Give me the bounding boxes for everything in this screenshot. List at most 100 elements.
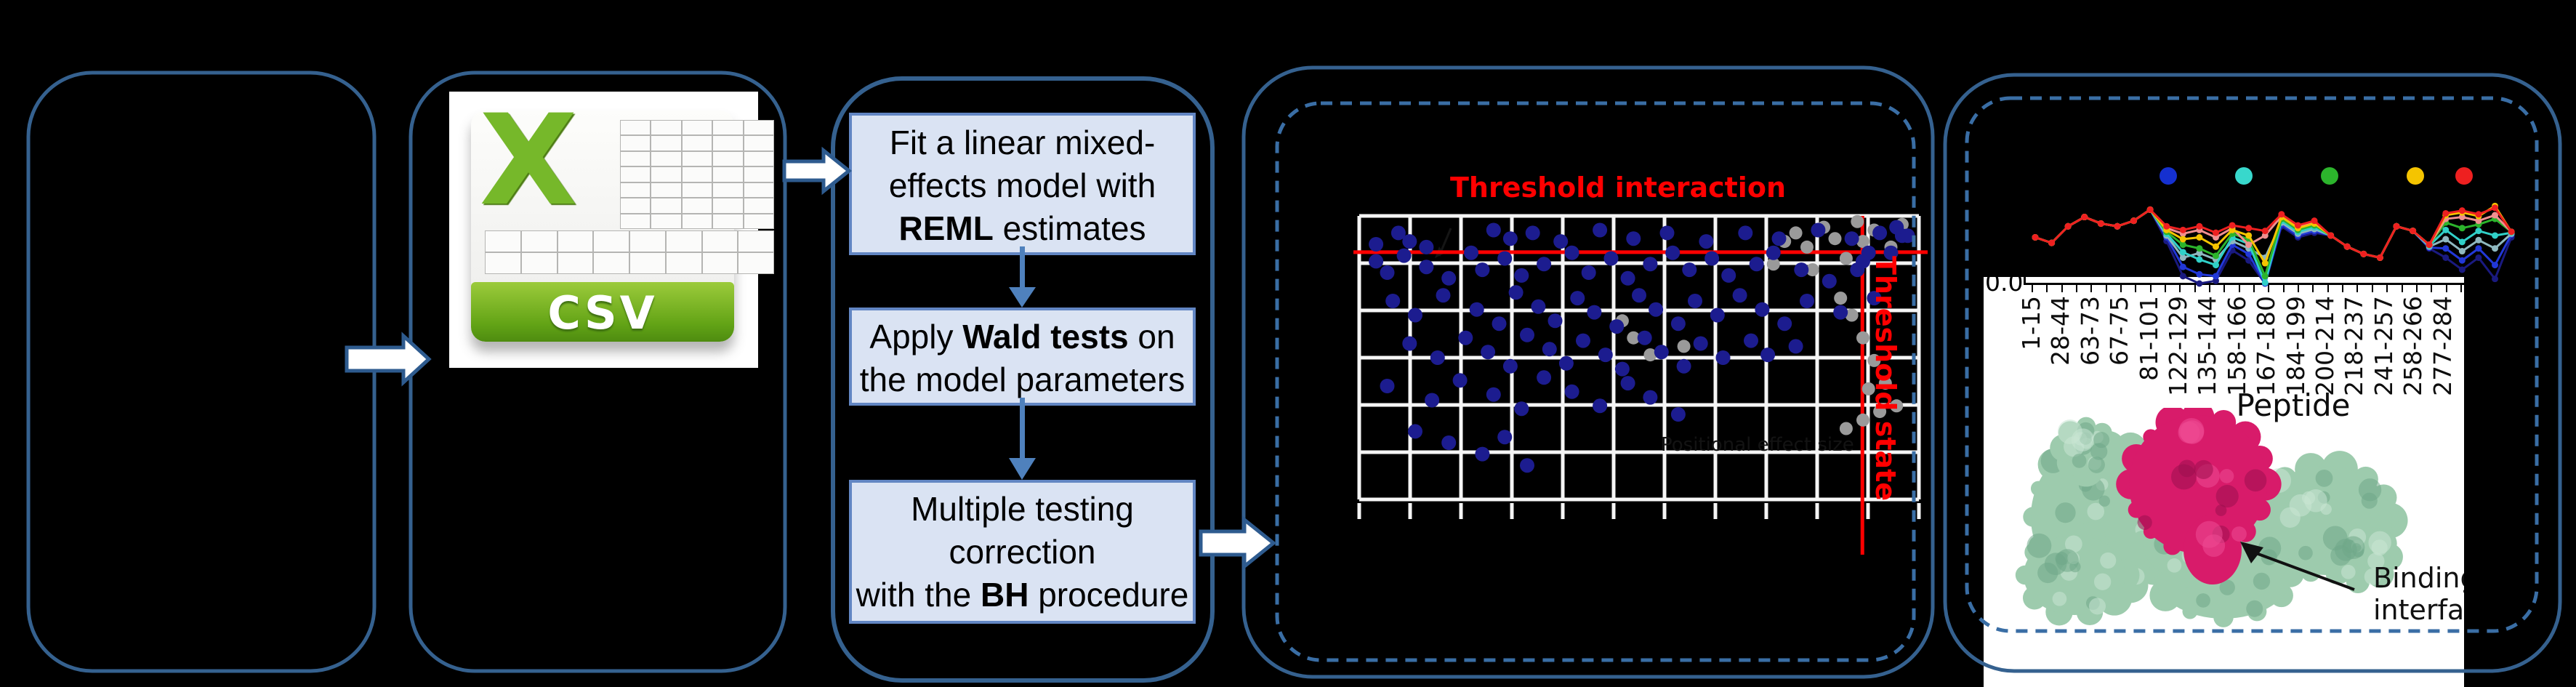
legend-dot-icon	[2407, 167, 2424, 185]
scatter-point	[1430, 350, 1445, 365]
step-text: estimates	[993, 209, 1146, 247]
grid-cell	[743, 182, 774, 198]
scatter-point	[1643, 390, 1658, 405]
uptake-marker	[2212, 262, 2219, 269]
grid-cell	[743, 120, 774, 136]
uptake-marker	[2442, 254, 2450, 261]
uptake-marker	[2196, 222, 2203, 230]
scatter-point	[1682, 262, 1697, 278]
scatter-point	[1458, 330, 1473, 345]
scatter-point	[1402, 234, 1417, 249]
uptake-marker	[2179, 249, 2186, 256]
protein-shade	[2351, 543, 2362, 553]
protein-shade	[2219, 469, 2234, 483]
scatter-point	[1464, 245, 1478, 260]
uptake-marker	[2294, 222, 2301, 229]
uptake-marker	[2442, 226, 2450, 233]
scatter-point	[1856, 413, 1869, 427]
grid-cell	[743, 198, 774, 214]
uptake-marker	[2179, 263, 2186, 270]
scatter-point	[1369, 254, 1384, 269]
uptake-marker	[2426, 241, 2433, 249]
uptake-marker	[2393, 222, 2400, 230]
uptake-marker	[2196, 280, 2203, 287]
scatter-point	[1609, 319, 1625, 334]
uptake-marker	[2212, 252, 2219, 260]
uptake-marker	[2196, 270, 2203, 278]
legend-dot-icon	[2321, 167, 2338, 185]
grid-cell	[665, 230, 702, 252]
scatter-point	[1643, 257, 1658, 272]
grid-cell	[629, 252, 666, 274]
scatter-point	[1699, 234, 1714, 249]
arrow-input-to-csv-icon	[345, 332, 432, 387]
grid-cell	[712, 213, 744, 229]
grid-cell	[681, 135, 713, 151]
connector-arrow-icon	[1009, 458, 1036, 480]
uptake-marker	[2212, 243, 2219, 250]
step-text-bold: BH	[980, 576, 1029, 614]
protein-shade	[2088, 598, 2106, 615]
scatter-point	[1620, 376, 1635, 391]
y-axis-tick-label: 0.0	[1985, 277, 2024, 297]
grid-cell	[743, 213, 774, 229]
scatter-point	[1542, 342, 1557, 357]
scatter-point	[1553, 234, 1569, 249]
scatter-point	[1502, 231, 1518, 246]
uptake-marker	[2081, 214, 2088, 221]
uptake-marker	[2442, 209, 2450, 217]
uptake-marker	[2458, 266, 2466, 273]
scatter-point	[1822, 273, 1837, 289]
scatter-grid	[1357, 214, 1921, 519]
uptake-marker	[2475, 236, 2482, 244]
scatter-point	[1649, 302, 1664, 317]
scatter-point	[1514, 268, 1529, 283]
scatter-point	[1676, 358, 1691, 374]
threshold-interaction-label: Threshold interaction	[1450, 172, 1786, 204]
uptake-marker	[2278, 211, 2285, 218]
uptake-marker	[2492, 232, 2499, 239]
scatter-point	[1531, 299, 1546, 314]
protein-shade	[2244, 469, 2267, 492]
protein-shade	[2196, 593, 2210, 608]
interaction-scatter-plot: Positional effect size	[1345, 201, 1933, 565]
scatter-point	[1800, 294, 1814, 308]
scatter-point	[1497, 251, 1513, 266]
scatter-point	[1436, 288, 1451, 303]
step-text: Apply	[869, 318, 963, 355]
step-text: with the	[856, 576, 981, 614]
scatter-point	[1850, 262, 1865, 278]
uptake-marker	[2179, 273, 2186, 280]
grid-cell	[738, 230, 774, 252]
uptake-axis-panel: 0.0 1-15 28-44 63-73 67-75 81-101 122-129 135-…	[1984, 277, 2464, 687]
uptake-marker	[2458, 248, 2466, 255]
scatter-point	[1715, 350, 1731, 365]
grid-cell	[557, 252, 594, 274]
csv-icon-card: X CSV	[471, 92, 774, 342]
scatter-point	[1766, 245, 1781, 260]
x-axis-tick-label: 241-257	[2369, 296, 2398, 396]
y-axis-tick	[2024, 277, 2026, 285]
grid-cell	[620, 135, 651, 151]
grid-cell	[620, 182, 651, 198]
protein-shade	[2253, 572, 2271, 590]
protein-shade	[2052, 591, 2067, 606]
scatter-point	[1654, 345, 1669, 360]
scatter-point	[1637, 330, 1652, 345]
grid-cell	[681, 182, 713, 198]
scatter-point	[1486, 387, 1501, 402]
grid-cell	[681, 198, 713, 214]
step-text-bold: Wald tests	[962, 318, 1129, 355]
scatter-point	[1593, 222, 1608, 238]
grid-cell	[681, 120, 713, 136]
step-text: the model parameters	[859, 361, 1186, 398]
scatter-point	[1839, 422, 1853, 435]
scatter-point	[1475, 262, 1490, 278]
grid-cell	[651, 213, 682, 229]
scatter-point	[1380, 379, 1395, 393]
protein-shade	[2368, 531, 2391, 555]
grid-cell	[629, 230, 666, 252]
scatter-point	[1570, 291, 1585, 306]
scatter-point	[1598, 347, 1613, 363]
x-axis-tick-label: 218-237	[2340, 296, 2369, 396]
